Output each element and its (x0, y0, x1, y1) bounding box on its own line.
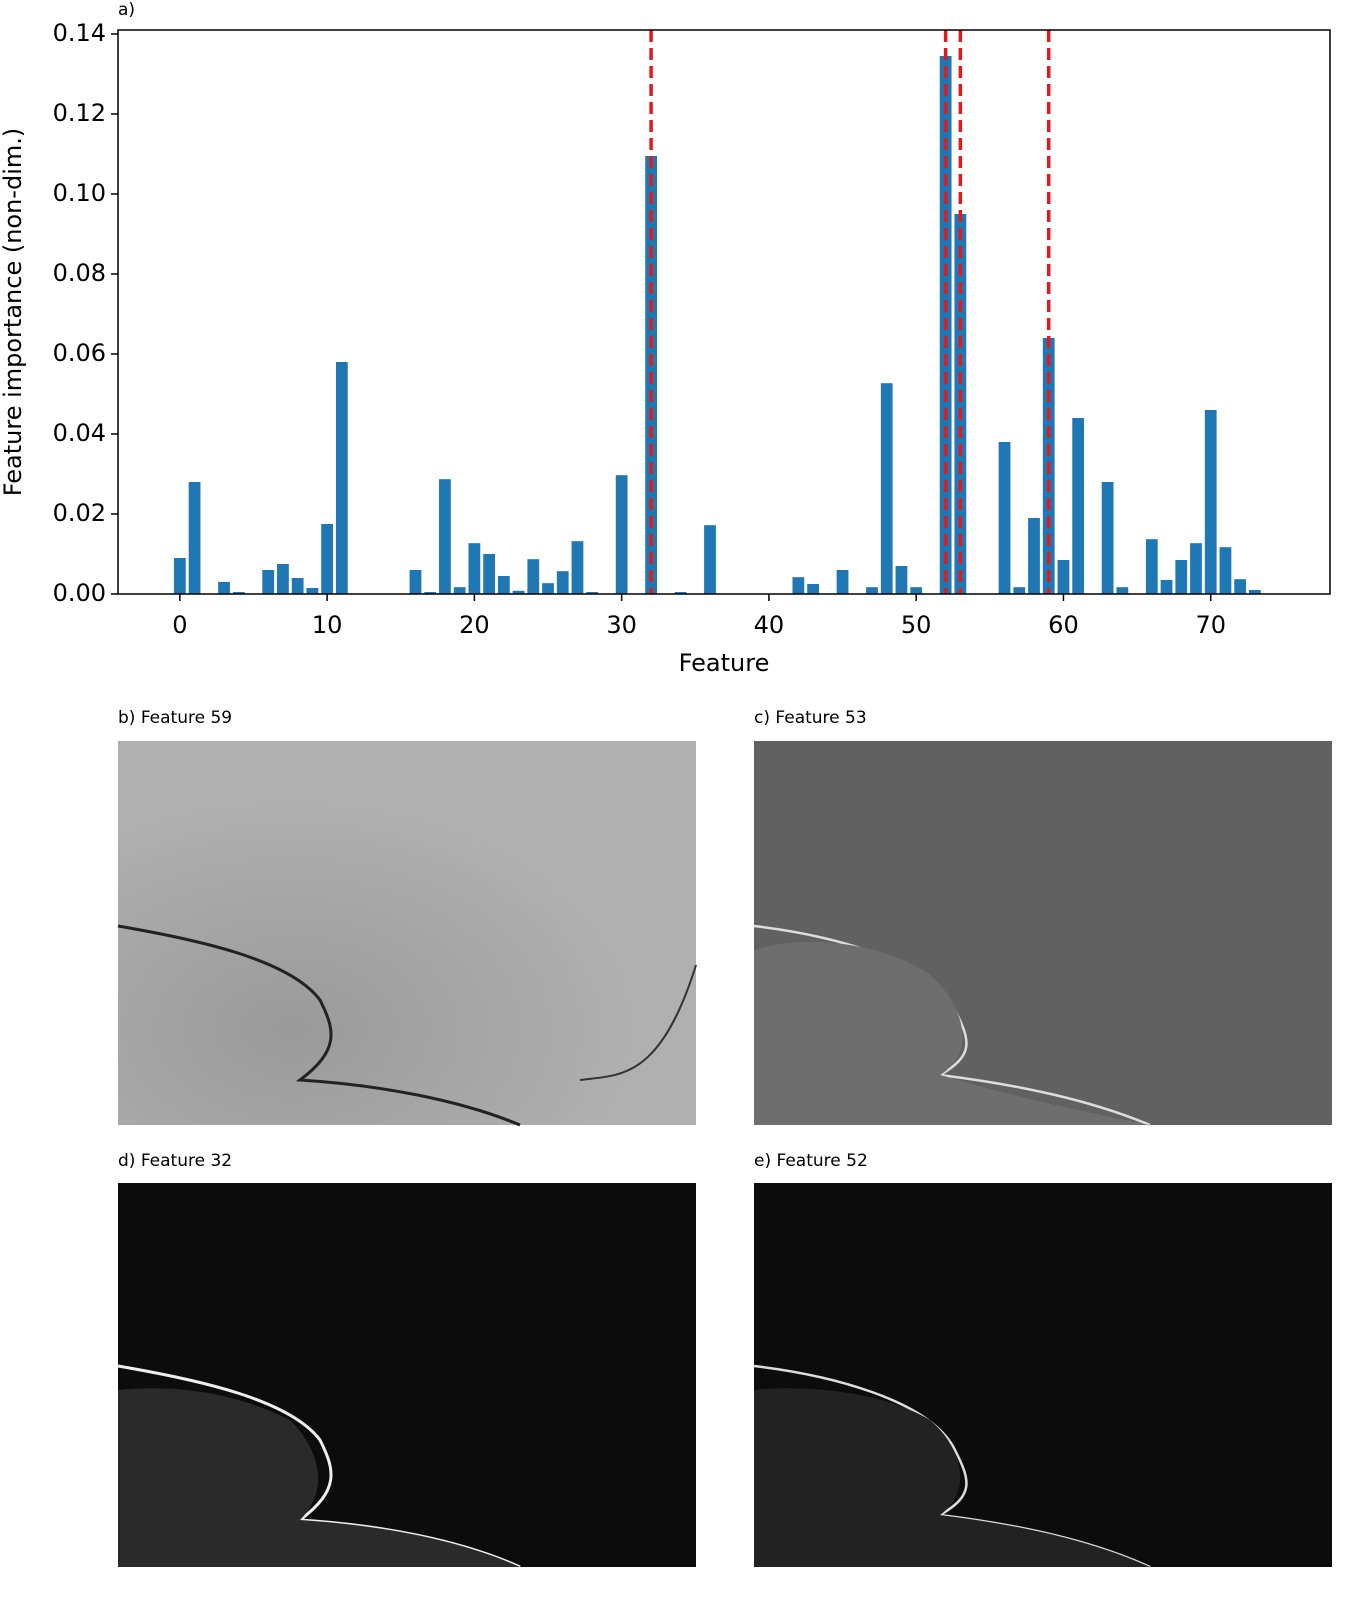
bar (453, 587, 466, 594)
bar (1116, 587, 1129, 594)
bar (173, 558, 186, 594)
panel-title: c) Feature 53 (754, 708, 867, 728)
bar (188, 482, 201, 594)
x-tick-label: 0 (172, 611, 187, 639)
bar (954, 214, 967, 594)
bar (306, 588, 319, 594)
bar (542, 583, 554, 594)
bar (1028, 518, 1040, 594)
bar (218, 582, 230, 594)
bar (586, 592, 599, 594)
bar (321, 524, 334, 594)
panel-title: d) Feature 32 (118, 1151, 232, 1171)
image-panel (117, 741, 697, 1127)
bar (1219, 547, 1232, 594)
bar (512, 590, 525, 594)
plot-frame (117, 29, 1331, 595)
bar (1101, 482, 1114, 594)
y-tick-label: 0.06 (53, 339, 106, 367)
bar (439, 479, 451, 594)
bar (232, 592, 245, 594)
panel-title: b) Feature 59 (118, 708, 232, 728)
x-tick-label: 70 (1195, 611, 1226, 639)
panel-title: e) Feature 52 (754, 1151, 868, 1171)
y-tick-label: 0.02 (53, 499, 106, 527)
bar (880, 383, 893, 594)
bar (866, 587, 878, 594)
bar (1145, 539, 1158, 594)
y-axis-label: Feature importance (non-dim.) (0, 128, 27, 496)
bar (1072, 418, 1085, 594)
bar (1160, 580, 1173, 594)
y-tick-label: 0.10 (53, 179, 106, 207)
bar (807, 584, 819, 594)
bar (483, 554, 496, 594)
bar (615, 475, 628, 594)
image-panel (753, 1183, 1332, 1569)
bar (895, 566, 908, 594)
bar (409, 570, 422, 594)
y-tick-label: 0.00 (53, 579, 106, 607)
bar (1234, 579, 1247, 594)
bar (1204, 410, 1217, 594)
bar (674, 592, 687, 594)
bar (527, 559, 540, 594)
bar (497, 576, 510, 594)
bar (468, 543, 481, 594)
panel-label: a) (118, 0, 135, 20)
bar (424, 592, 437, 594)
bar (836, 570, 849, 594)
y-tick-label: 0.12 (53, 99, 106, 127)
bar (910, 587, 923, 594)
bar (335, 362, 348, 594)
image-panel (753, 741, 1332, 1127)
bar (277, 564, 289, 594)
x-tick-label: 30 (606, 611, 637, 639)
bar (998, 442, 1011, 594)
x-tick-label: 40 (754, 611, 785, 639)
bar (1249, 590, 1261, 594)
bar (571, 541, 584, 594)
y-tick-label: 0.04 (53, 419, 106, 447)
x-tick-label: 10 (312, 611, 343, 639)
bar (1013, 587, 1026, 594)
bar (556, 571, 569, 594)
x-tick-label: 60 (1048, 611, 1079, 639)
bar (262, 570, 275, 594)
bar (792, 577, 805, 594)
bar (1175, 560, 1188, 594)
x-axis-label: Feature (679, 649, 770, 677)
x-tick-label: 20 (459, 611, 490, 639)
bar (291, 578, 304, 594)
image-panel (117, 1183, 696, 1569)
y-tick-label: 0.08 (53, 259, 106, 287)
bar (1190, 543, 1202, 594)
bar (704, 525, 716, 594)
bar (1057, 560, 1070, 594)
y-tick-label: 0.14 (53, 19, 106, 47)
x-tick-label: 50 (901, 611, 932, 639)
